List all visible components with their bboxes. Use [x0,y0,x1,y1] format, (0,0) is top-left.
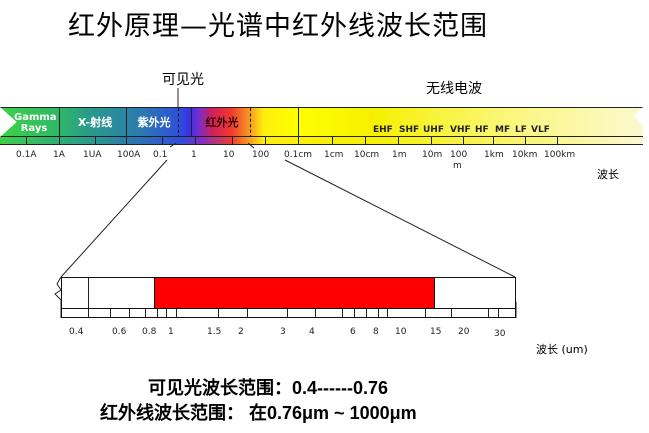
bottom-tick: 30 [494,329,506,339]
top-tick: 100A [117,150,141,160]
bottom-tick: 2 [238,327,244,337]
top-tick: 0.1cm [284,150,313,160]
top-tick: 1km [484,150,504,160]
freq-mf: MF [495,125,511,135]
bottom-tick: 10 [395,327,407,337]
top-tick: 10cm [354,150,380,160]
bottom-tick: 0.6 [112,327,127,337]
freq-shf: SHF [399,125,420,135]
top-tick: 10 [223,150,235,160]
ir-zoom-bar [61,277,516,309]
visible-light-label: 可见光 [162,72,204,88]
bottom-tick: 4 [309,327,315,337]
top-tick: 1m [392,150,407,160]
band-xray: X-射线 [77,116,113,129]
bottom-tick: 15 [430,327,442,337]
top-tick: 1 [191,150,197,160]
top-tick: 100 [450,150,468,160]
bottom-tick: 3 [280,327,286,337]
bottom-axis-label: 波长 (um) [536,343,588,356]
top-tick: 100 [252,150,270,160]
top-tick: 0.1A [16,150,37,160]
freq-vlf: VLF [531,125,550,135]
spectrum-tick-strip [0,137,643,145]
bottom-tick: 1 [168,327,174,337]
ir-range-caption: 红外线波长范围： 在0.76μm ~ 1000μm [100,403,417,423]
spectrum-bar: Gamma Rays X-射线 紫外光 红外光 [0,107,643,137]
top-tick: 100km [544,150,576,160]
top-tick: 0.1 [153,150,168,160]
ir-zoom-ticks [61,309,516,318]
bottom-tick: 20 [458,327,470,337]
radio-waves-label: 无线电波 [426,81,482,97]
visible-range-caption: 可见光波长范围：0.4------0.76 [148,378,389,398]
bottom-tick: 8 [373,327,379,337]
top-tick-suffix: m [453,161,462,171]
band-uv: 紫外光 [137,116,171,129]
page-title: 红外原理—光谱中红外线波长范围 [68,11,488,42]
freq-uhf: UHF [423,125,444,135]
freq-hf: HF [475,125,489,135]
top-tick: 10km [512,150,538,160]
ir-highlight-band [154,278,435,308]
bottom-tick: 6 [350,327,356,337]
freq-vhf: VHF [450,125,471,135]
bottom-tick: 0.4 [69,327,84,337]
top-tick: 1A [53,150,65,160]
bottom-tick: 0.8 [142,327,157,337]
band-gamma: Gamma Rays [14,112,57,134]
top-tick: 1UA [83,150,102,160]
band-ir: 红外光 [205,116,239,129]
top-tick: 10m [422,150,443,160]
freq-lf: LF [515,125,527,135]
freq-ehf: EHF [373,125,393,135]
top-tick: 1cm [324,150,344,160]
bottom-tick: 1.5 [207,327,222,337]
top-axis-label: 波长 [597,168,619,181]
